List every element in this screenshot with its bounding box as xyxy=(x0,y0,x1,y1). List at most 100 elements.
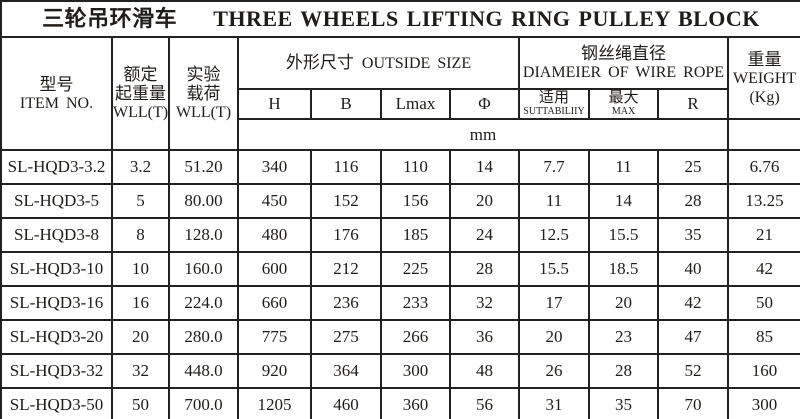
page-title: 三轮吊环滑车 THREE WHEELS LIFTING RING PULLEY B… xyxy=(0,0,800,38)
unit-row-mm: mm xyxy=(237,118,729,151)
cell-r: 70 xyxy=(657,387,729,419)
cell-b: 275 xyxy=(310,319,382,355)
cell-r: 52 xyxy=(657,353,729,389)
header-weight-zh: 重量 xyxy=(747,49,782,69)
cell-rope-suitable: 12.5 xyxy=(518,217,590,253)
header-row-unit: mm xyxy=(1,118,800,151)
table-row: SL-HQD3-5 5 80.00 450 152 156 20 11 14 2… xyxy=(0,183,800,219)
cell-r: 28 xyxy=(657,183,729,219)
title-english: THREE WHEELS LIFTING RING PULLEY BLOCK xyxy=(213,6,760,32)
cell-weight: 42 xyxy=(726,251,800,287)
cell-h: 450 xyxy=(237,183,312,219)
cell-phi: 24 xyxy=(449,217,520,253)
cell-test-load: 448.0 xyxy=(168,353,239,389)
cell-rope-suitable: 26 xyxy=(518,353,590,389)
header-wire-rope-zh: 钢丝绳直径 xyxy=(581,44,666,63)
cell-test-load: 128.0 xyxy=(168,217,239,253)
cell-phi: 32 xyxy=(449,285,520,321)
cell-phi: 48 xyxy=(449,353,520,389)
header-outside-size-zh: 外形尺寸 xyxy=(285,53,354,72)
cell-wll: 3.2 xyxy=(111,149,170,185)
cell-rope-max: 18.5 xyxy=(588,251,659,287)
header-test-load-en: WLL(T) xyxy=(175,104,232,121)
cell-rope-suitable: 20 xyxy=(518,319,590,355)
table-row: SL-HQD3-50 50 700.0 1205 460 360 56 31 3… xyxy=(0,387,800,419)
cell-item-no: SL-HQD3-16 xyxy=(0,285,113,321)
header-rated-load-zh1: 额定 xyxy=(123,65,158,84)
header-rated-load-en: WLL(T) xyxy=(113,104,169,121)
cell-weight: 50 xyxy=(726,285,800,321)
cell-rope-max: 11 xyxy=(588,149,659,185)
subheader-suitability: 适用 SUTTABILIIY xyxy=(518,88,590,120)
cell-item-no: SL-HQD3-10 xyxy=(0,251,113,287)
cell-item-no: SL-HQD3-3.2 xyxy=(0,149,113,185)
cell-b: 152 xyxy=(310,183,382,219)
title-row: 三轮吊环滑车 THREE WHEELS LIFTING RING PULLEY B… xyxy=(0,0,800,38)
cell-r: 47 xyxy=(657,319,729,355)
subheader-lmax: Lmax xyxy=(380,88,451,120)
header-test-load-zh2: 载荷 xyxy=(186,84,221,103)
header-test-load-zh1: 实验 xyxy=(186,65,221,84)
subheader-max-en: MAX xyxy=(611,106,636,117)
header-rated-load: 额定 起重量 WLL(T) xyxy=(111,36,170,151)
cell-test-load: 700.0 xyxy=(168,387,239,419)
cell-rope-max: 35 xyxy=(588,387,659,419)
cell-phi: 56 xyxy=(449,387,520,419)
header-row-main: 型号 ITEM NO. 额定 起重量 WLL(T) 实验 载荷 WLL(T) 外… xyxy=(0,36,800,151)
cell-wll: 20 xyxy=(111,319,170,355)
cell-rope-suitable: 11 xyxy=(518,183,590,219)
cell-phi: 14 xyxy=(449,149,520,185)
cell-b: 460 xyxy=(310,387,382,419)
cell-weight: 160 xyxy=(726,353,800,389)
cell-b: 364 xyxy=(310,353,382,389)
cell-b: 116 xyxy=(310,149,382,185)
cell-phi: 20 xyxy=(449,183,520,219)
cell-lmax: 360 xyxy=(380,387,451,419)
cell-test-load: 51.20 xyxy=(168,149,239,185)
header-outside-size: 外形尺寸 OUTSIDE SIZE xyxy=(237,36,520,90)
cell-rope-suitable: 17 xyxy=(518,285,590,321)
cell-lmax: 300 xyxy=(380,353,451,389)
table-row: SL-HQD3-3.2 3.2 51.20 340 116 110 14 7.7… xyxy=(0,149,800,185)
cell-item-no: SL-HQD3-20 xyxy=(0,319,113,355)
header-weight-unit: (Kg) xyxy=(749,88,780,106)
subheader-suitability-zh: 适用 xyxy=(538,90,569,106)
subheader-max: 最大 MAX xyxy=(588,88,659,120)
cell-lmax: 185 xyxy=(380,217,451,253)
cell-h: 775 xyxy=(237,319,312,355)
cell-rope-max: 15.5 xyxy=(588,217,659,253)
cell-r: 25 xyxy=(657,149,729,185)
cell-b: 212 xyxy=(310,251,382,287)
table-row: SL-HQD3-32 32 448.0 920 364 300 48 26 28… xyxy=(0,353,800,389)
cell-rope-max: 14 xyxy=(588,183,659,219)
cell-lmax: 225 xyxy=(380,251,451,287)
subheader-h: H xyxy=(237,88,312,120)
cell-r: 35 xyxy=(657,217,729,253)
cell-h: 480 xyxy=(237,217,312,253)
cell-test-load: 160.0 xyxy=(168,251,239,287)
header-weight-en: WEIGHT xyxy=(733,69,797,87)
cell-wll: 50 xyxy=(111,387,170,419)
cell-rope-max: 20 xyxy=(588,285,659,321)
cell-weight: 6.76 xyxy=(726,149,800,185)
header-weight: 重量 WEIGHT (Kg) xyxy=(726,36,800,120)
table-row: SL-HQD3-16 16 224.0 660 236 233 32 17 20… xyxy=(0,285,800,321)
cell-weight: 13.25 xyxy=(726,183,800,219)
cell-wll: 5 xyxy=(111,183,170,219)
table-row: SL-HQD3-10 10 160.0 600 212 225 28 15.5 … xyxy=(0,251,800,287)
cell-lmax: 266 xyxy=(380,319,451,355)
cell-weight: 300 xyxy=(726,387,800,419)
subheader-r: R xyxy=(657,88,729,120)
cell-item-no: SL-HQD3-5 xyxy=(0,183,113,219)
cell-h: 600 xyxy=(237,251,312,287)
header-test-load: 实验 载荷 WLL(T) xyxy=(168,36,239,151)
cell-item-no: SL-HQD3-8 xyxy=(0,217,113,253)
cell-test-load: 224.0 xyxy=(168,285,239,321)
cell-rope-suitable: 31 xyxy=(518,387,590,419)
subheader-phi: Φ xyxy=(449,88,520,120)
header-wire-rope-diameter: 钢丝绳直径 DIAMEIER OF WIRE ROPE xyxy=(518,36,729,90)
cell-r: 40 xyxy=(657,251,729,287)
cell-wll: 8 xyxy=(111,217,170,253)
cell-test-load: 80.00 xyxy=(168,183,239,219)
